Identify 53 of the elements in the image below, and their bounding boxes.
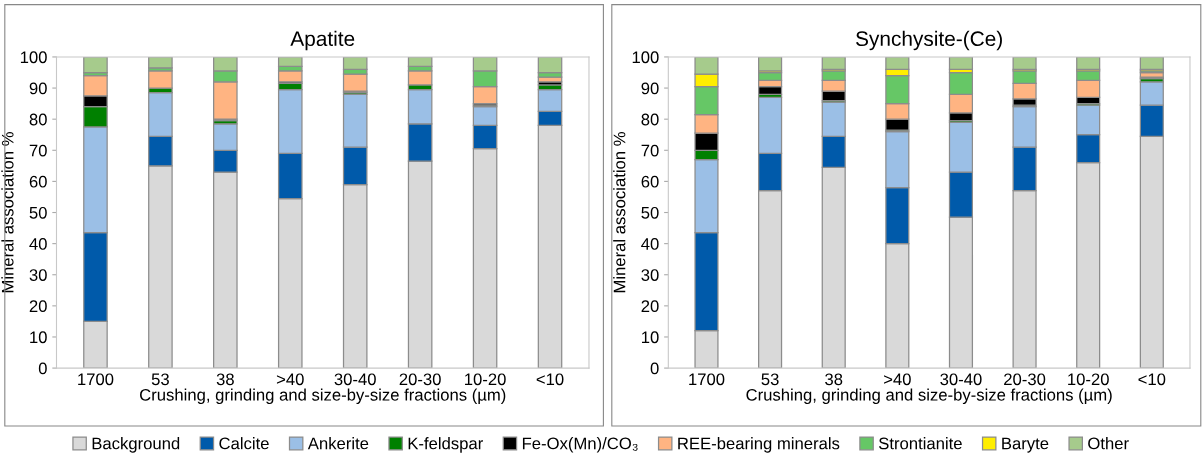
x-tick-label: >40 — [276, 373, 304, 386]
x-tick-label: >40 — [884, 373, 911, 386]
x-axis-title: Crushing, grinding and size-by-size fractions (µm) — [140, 388, 506, 405]
y-tick-label: 90 — [29, 82, 47, 95]
y-tick-label: 60 — [29, 175, 47, 188]
y-tick-label: 10 — [30, 331, 47, 344]
chart-title: Synchysite-(Ce) — [856, 30, 1002, 51]
x-tick-label: 10-20 — [465, 373, 506, 386]
legend-label: Ankerite — [307, 437, 369, 450]
x-tick-label: <10 — [536, 373, 564, 386]
legend-label: Fe-Ox(Mn)/CO₃ — [522, 437, 638, 453]
legend-label: REE-bearing minerals — [678, 437, 840, 453]
chart-title: Apatite — [290, 30, 355, 51]
x-tick-label: <10 — [1138, 373, 1166, 386]
y-tick-label: 100 — [632, 51, 659, 64]
y-tick-label: 70 — [641, 144, 659, 157]
y-axis-title: Mineral association % — [1, 132, 14, 293]
x-tick-label: 20-30 — [399, 373, 441, 386]
x-tick-label: 53 — [761, 373, 779, 386]
x-tick-label: 53 — [151, 373, 169, 386]
x-tick-label: 38 — [216, 373, 234, 386]
y-tick-label: 70 — [29, 144, 47, 157]
legend-label: Calcite — [219, 437, 269, 450]
y-tick-label: 50 — [29, 206, 47, 219]
y-tick-label: 20 — [29, 300, 47, 313]
x-tick-label: 1700 — [78, 373, 114, 386]
x-tick-label: 1700 — [689, 373, 725, 386]
y-tick-label: 0 — [650, 362, 659, 375]
legend-label: Strontianite — [879, 437, 962, 450]
legend-label: Other — [1088, 437, 1129, 450]
y-tick-label: 10 — [642, 331, 659, 344]
y-tick-label: 40 — [641, 238, 659, 250]
y-tick-label: 20 — [641, 300, 659, 313]
x-axis-title: Crushing, grinding and size-by-size fractions (µm) — [746, 388, 1112, 405]
legend-label: Baryte — [1002, 437, 1049, 453]
x-tick-label: 30-40 — [334, 373, 376, 386]
y-tick-label: 100 — [20, 51, 47, 64]
legend-label: K-feldspar — [408, 437, 483, 453]
x-tick-label: 10-20 — [1068, 373, 1109, 386]
y-tick-label: 0 — [38, 362, 47, 375]
y-tick-label: 90 — [641, 82, 659, 95]
y-tick-label: 80 — [29, 113, 47, 126]
y-tick-label: 60 — [641, 175, 659, 188]
x-tick-label: 38 — [825, 373, 843, 386]
x-tick-label: 20-30 — [1004, 373, 1046, 386]
y-tick-label: 40 — [29, 238, 47, 250]
y-tick-label: 80 — [641, 113, 659, 126]
legend-label: Background — [92, 437, 180, 453]
y-tick-label: 50 — [641, 206, 659, 219]
y-tick-label: 30 — [29, 269, 47, 281]
x-tick-label: 30-40 — [940, 373, 982, 386]
y-axis-title: Mineral association % — [613, 132, 626, 293]
y-tick-label: 30 — [641, 269, 659, 281]
